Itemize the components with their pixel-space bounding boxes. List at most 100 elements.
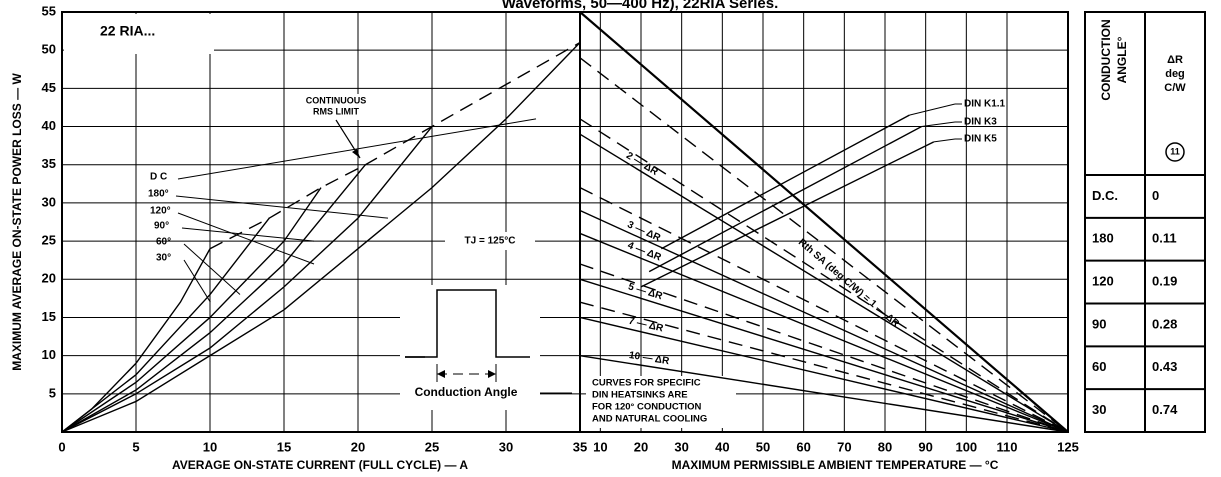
table-header: ANGLE° xyxy=(1115,36,1129,83)
table-cell: D.C. xyxy=(1092,188,1118,203)
table-cell: 120 xyxy=(1092,274,1114,289)
x-tick-label: 110 xyxy=(997,439,1018,454)
x-tick-label: 10 xyxy=(203,439,217,454)
leader-line xyxy=(909,103,956,116)
leader-line xyxy=(175,195,389,219)
plot-frame xyxy=(61,11,1069,433)
x-tick-label: 90 xyxy=(918,439,932,454)
series-line xyxy=(61,126,433,433)
series-label: DIN K3 xyxy=(964,117,997,128)
series-line xyxy=(579,263,1069,433)
series-line xyxy=(648,125,922,273)
grid xyxy=(61,11,1069,432)
x-tick-label: 30 xyxy=(499,439,513,454)
y-tick-label: 35 xyxy=(42,156,56,171)
table-cell: 0.11 xyxy=(1152,231,1177,246)
x-tick-label: 5 xyxy=(132,439,139,454)
series-line xyxy=(579,11,1069,433)
x-tick-label: 15 xyxy=(277,439,291,454)
series-label: 120° xyxy=(150,206,171,217)
x-tick-label: 35 xyxy=(573,439,587,454)
x-tick-label: 0 xyxy=(58,439,65,454)
leader-line xyxy=(183,243,241,295)
note-line: CURVES FOR SPECIFIC xyxy=(592,378,701,389)
y-tick-label: 30 xyxy=(42,194,56,209)
x-tick-label: 60 xyxy=(796,439,810,454)
series-line xyxy=(579,278,1069,433)
x-tick-label: 100 xyxy=(955,439,977,454)
x-axis-label: MAXIMUM PERMISSIBLE AMBIENT TEMPERATURE … xyxy=(672,458,999,472)
leader-line xyxy=(921,121,956,128)
x-tick-label: 10 xyxy=(593,439,607,454)
table-cell: 0 xyxy=(1152,188,1159,203)
series-line xyxy=(579,354,1069,433)
y-tick-label: 40 xyxy=(42,118,56,133)
table-cell: 0.43 xyxy=(1152,359,1177,374)
leader-line xyxy=(177,212,315,265)
series-line xyxy=(579,118,1069,433)
table-header: C/W xyxy=(1164,82,1186,94)
leader-line xyxy=(933,138,956,143)
y-tick-label: 25 xyxy=(42,233,56,248)
arrowhead xyxy=(437,370,445,378)
table-header: ΔR xyxy=(1167,54,1183,66)
series-line xyxy=(640,141,935,288)
circle-badge xyxy=(1165,142,1185,162)
series-line xyxy=(579,57,1069,433)
table-header: deg xyxy=(1165,68,1185,80)
series-line xyxy=(61,42,581,433)
x-tick-label: 30 xyxy=(674,439,688,454)
y-tick-label: 5 xyxy=(49,385,56,400)
series-label: 7 — ΔR xyxy=(627,316,664,335)
table-cell: 60 xyxy=(1092,359,1106,374)
series-label: 30° xyxy=(156,253,171,264)
annotation: TJ = 125°C xyxy=(465,236,516,247)
table-header: 11 xyxy=(1170,146,1180,156)
x-tick-label: 20 xyxy=(351,439,365,454)
table-cell: 180 xyxy=(1092,231,1114,246)
leader-line xyxy=(181,227,315,242)
series-line xyxy=(61,217,270,433)
y-tick-label: 15 xyxy=(42,309,56,324)
arrowhead xyxy=(488,370,496,378)
note-line: FOR 120° CONDUCTION xyxy=(592,402,702,413)
annotation: CONTINUOUS xyxy=(306,95,367,105)
series-line xyxy=(209,41,581,250)
series-label: 90° xyxy=(154,221,169,232)
y-tick-label: 55 xyxy=(42,3,56,18)
arrowhead xyxy=(352,149,360,158)
table-cell: 0.19 xyxy=(1152,274,1177,289)
table-cell: 0.74 xyxy=(1152,402,1178,417)
series-label: DIN K5 xyxy=(964,134,997,145)
series-line xyxy=(61,164,366,433)
y-tick-label: 50 xyxy=(42,42,56,57)
note-line: DIN HEATSINKS ARE xyxy=(592,390,688,401)
series-line xyxy=(579,209,1069,433)
note-bg xyxy=(586,376,736,428)
leader-line xyxy=(177,118,537,180)
table: CONDUCTION ANGLE° ΔR deg C/W 11 D.C. 0 180 0.11 12… xyxy=(1084,11,1206,433)
series-label: DIN K1.1 xyxy=(964,99,1006,110)
x-tick-label: 125 xyxy=(1057,439,1079,454)
series-line xyxy=(579,232,1069,433)
x-tick-label: 40 xyxy=(715,439,729,454)
table-cell: 0.28 xyxy=(1152,316,1177,331)
series-line xyxy=(579,133,1069,433)
table-header: CONDUCTION xyxy=(1099,19,1113,100)
label-bg xyxy=(290,94,382,120)
x-tick-label: 50 xyxy=(756,439,770,454)
annotation: Conduction Angle xyxy=(415,385,518,399)
label-bg xyxy=(445,232,535,250)
series-label: 180° xyxy=(148,189,169,200)
label-bg xyxy=(64,14,214,54)
series-label: 60° xyxy=(156,237,171,248)
series-line xyxy=(61,248,211,433)
y-axis-label: MAXIMUM AVERAGE ON-STATE POWER LOSS — W xyxy=(10,73,24,371)
y-tick-label: 10 xyxy=(42,347,56,362)
model-label: 22 RIA... xyxy=(100,23,155,39)
x-tick-label: 20 xyxy=(634,439,648,454)
chart-title: Waveforms, 50—400 Hz), 22RIA Series. xyxy=(502,0,779,12)
table-cell: 90 xyxy=(1092,316,1106,331)
